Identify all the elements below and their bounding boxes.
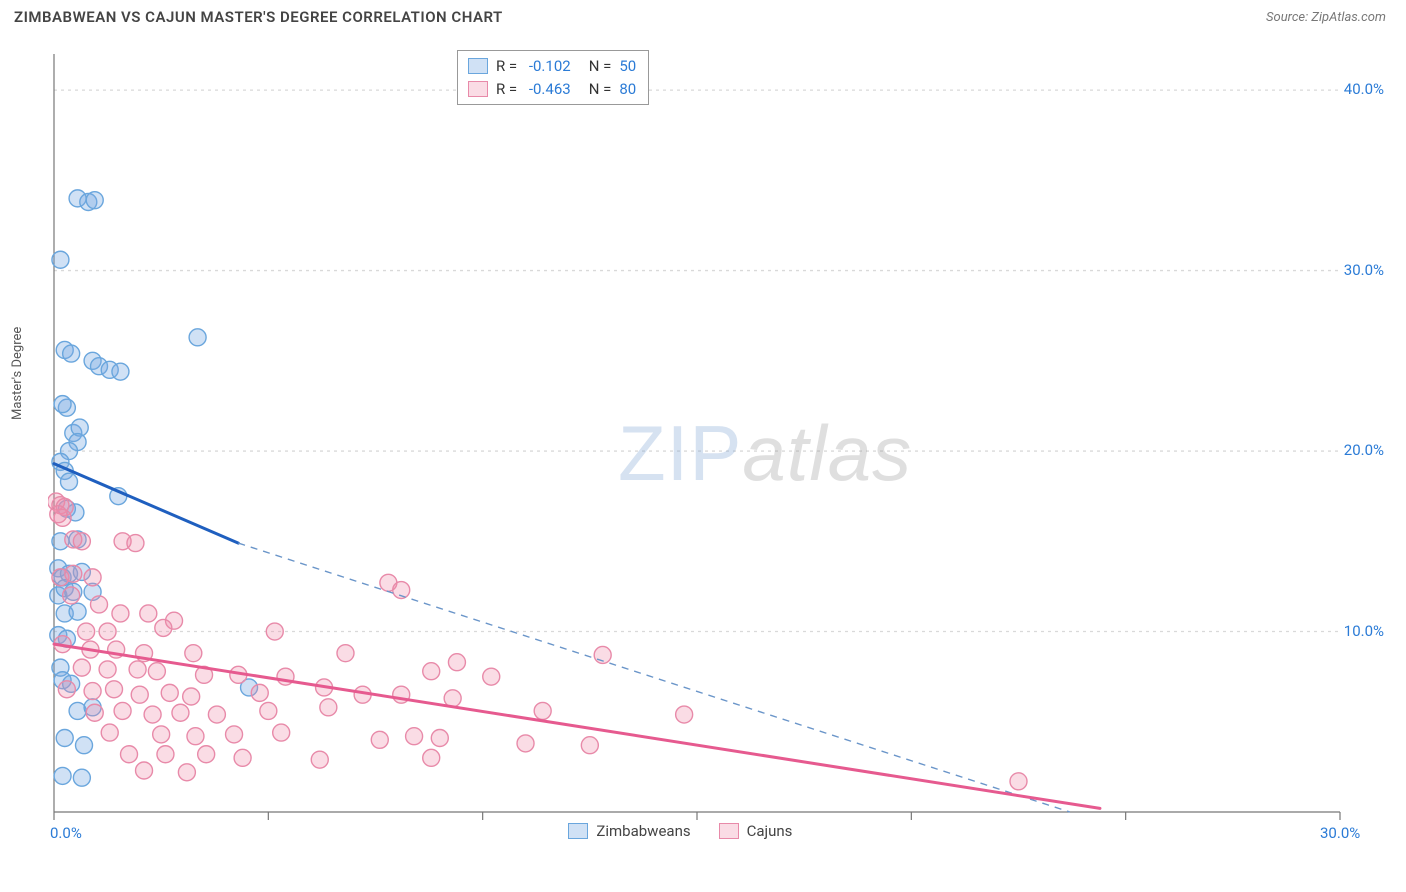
chart-title: ZIMBABWEAN VS CAJUN MASTER'S DEGREE CORR… bbox=[14, 8, 503, 26]
chart-area: ZIPatlas R = -0.102N =50R = -0.463N =80 … bbox=[48, 48, 1384, 828]
correlation-legend-row: R = -0.463 N = 80 bbox=[468, 78, 636, 101]
correlation-legend-row: R = -0.102 N = 50 bbox=[468, 55, 636, 78]
series-legend-item: Cajuns bbox=[719, 822, 793, 840]
legend-swatch bbox=[468, 81, 488, 97]
legend-r-value: -0.463 bbox=[529, 78, 571, 101]
x-tick-label: 30.0% bbox=[1320, 824, 1360, 842]
series-legend-item: Zimbabweans bbox=[568, 822, 690, 840]
legend-swatch bbox=[568, 823, 588, 839]
legend-n-label: N = bbox=[589, 78, 612, 101]
legend-swatch bbox=[468, 58, 488, 74]
legend-r-value: -0.102 bbox=[529, 55, 571, 78]
chart-header: ZIMBABWEAN VS CAJUN MASTER'S DEGREE CORR… bbox=[0, 0, 1406, 30]
legend-n-value: 80 bbox=[619, 78, 636, 101]
y-axis-label: Master's Degree bbox=[10, 327, 25, 420]
legend-n-value: 50 bbox=[619, 55, 636, 78]
series-legend-label: Zimbabweans bbox=[596, 822, 690, 840]
series-legend: Zimbabweans Cajuns bbox=[568, 822, 792, 840]
y-tick-label: 10.0% bbox=[1344, 622, 1384, 640]
y-tick-label: 40.0% bbox=[1344, 80, 1384, 98]
correlation-legend: R = -0.102 N = 50 R = -0.463 N = 80 bbox=[457, 50, 649, 105]
x-tick-label: 0.0% bbox=[50, 824, 82, 842]
y-tick-label: 30.0% bbox=[1344, 261, 1384, 279]
y-tick-label: 20.0% bbox=[1344, 441, 1384, 459]
chart-source: Source: ZipAtlas.com bbox=[1266, 10, 1386, 25]
legend-n-label: N = bbox=[589, 55, 612, 78]
legend-r-label: R = bbox=[496, 55, 521, 78]
legend-swatch bbox=[719, 823, 739, 839]
scatter-plot-svg bbox=[48, 48, 1380, 852]
legend-r-label: R = bbox=[496, 78, 521, 101]
series-legend-label: Cajuns bbox=[747, 822, 793, 840]
